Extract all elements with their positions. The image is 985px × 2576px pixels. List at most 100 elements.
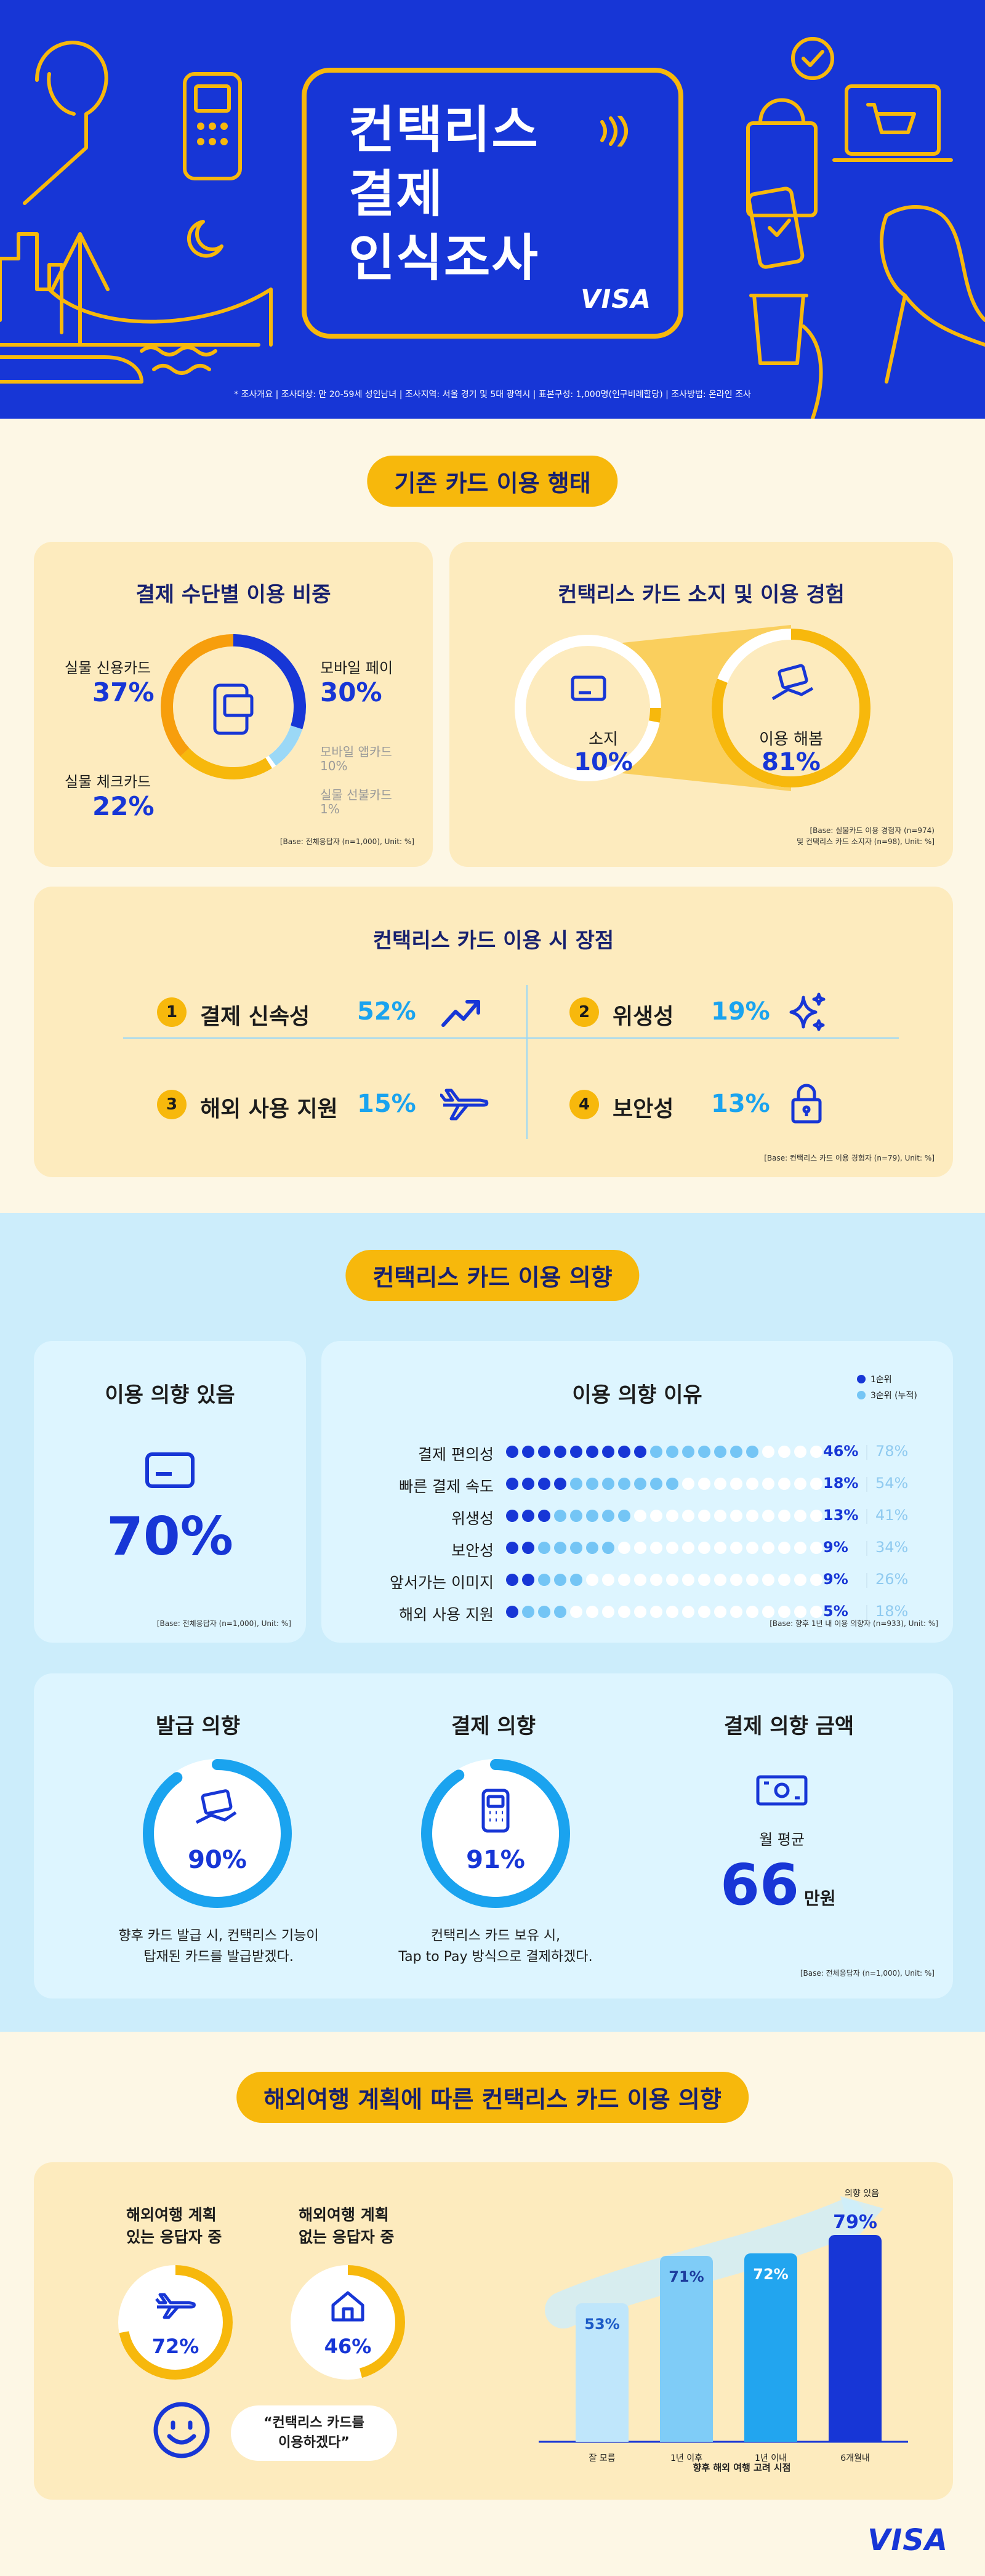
- intent-detail-card: 발급 의향 90% 향후 카드 발급 시, 컨택리스 기능이 탑재된 카드를 발급…: [34, 1673, 953, 1998]
- visa-logo-footer: VISA: [867, 2523, 948, 2558]
- intent-card: 이용 의향 있음 70% [Base: 전체응답자 (n=1,000), Uni…: [34, 1341, 306, 1643]
- reason-dot: [666, 1542, 678, 1554]
- divider-vertical: [526, 985, 528, 1139]
- credit-card-label: 실물 신용카드: [65, 659, 151, 677]
- reason-dot: [762, 1446, 774, 1458]
- reason-dots: [506, 1606, 822, 1618]
- reason-dot: [650, 1574, 662, 1586]
- reason-dot: [554, 1510, 566, 1522]
- reason-dot: [522, 1446, 534, 1458]
- pay-ring-chart: [421, 1759, 570, 1908]
- ownership-base-1: [Base: 실물카드 이용 경험자 (n=974): [810, 826, 935, 835]
- reason-dot: [698, 1478, 710, 1490]
- reason-dot: [538, 1574, 550, 1586]
- reason-dot: [794, 1606, 806, 1618]
- adv-value-3: 15%: [357, 1090, 416, 1118]
- reason-dot: [506, 1478, 518, 1490]
- phone-card-icon: [213, 683, 254, 735]
- reason-dot: [538, 1446, 550, 1458]
- reason-label: 앞서가는 이미지: [390, 1574, 494, 1592]
- use-label: 이용 해봄: [759, 730, 823, 749]
- airplane-icon: [440, 1089, 489, 1121]
- rank-badge-1: 1: [157, 997, 187, 1027]
- reason-dot: [554, 1446, 566, 1458]
- pay-title: 결제 의향: [451, 1714, 536, 1739]
- reason-dot: [778, 1510, 790, 1522]
- reason-dot: [522, 1606, 534, 1618]
- legend-first: 1순위: [857, 1373, 892, 1385]
- reason-dot: [586, 1446, 598, 1458]
- donut-segment-credit-card: [161, 634, 306, 779]
- reason-dot: [778, 1606, 790, 1618]
- reason-first-value: 46%: [823, 1443, 859, 1460]
- hand-card-icon: [195, 1789, 237, 1824]
- reason-dot: [634, 1542, 646, 1554]
- reason-dot: [554, 1606, 566, 1618]
- rank-badge-3: 3: [157, 1090, 187, 1119]
- reason-first-value: 13%: [823, 1507, 859, 1524]
- reason-dot: [682, 1606, 694, 1618]
- legend-cum: 3순위 (누적): [857, 1389, 917, 1401]
- reason-dot: [602, 1542, 614, 1554]
- reason-first-value: 18%: [823, 1475, 859, 1492]
- reason-dot: [746, 1542, 758, 1554]
- plan-yes-arc: [118, 2265, 233, 2380]
- payment-terminal-icon: [481, 1789, 510, 1833]
- reason-dot: [698, 1574, 710, 1586]
- travel-bar-label: 1년 이내: [755, 2453, 787, 2463]
- ownership-card: 컨택리스 카드 소지 및 이용 경험 소지 10% 이용 해봄 81% [Bas…: [449, 542, 953, 867]
- donut-segment-check-card: [161, 634, 306, 779]
- reason-dot: [714, 1542, 726, 1554]
- hand-card-icon: [771, 664, 814, 701]
- reason-dot: [506, 1510, 518, 1522]
- app-card-value: 10%: [320, 759, 348, 773]
- adv-value-4: 13%: [711, 1090, 770, 1118]
- own-label: 소지: [589, 730, 618, 749]
- pay-desc-2: Tap to Pay 방식으로 결제하겠다.: [398, 1949, 593, 1965]
- reason-dot: [714, 1478, 726, 1490]
- reason-dot: [666, 1446, 678, 1458]
- reason-dot: [778, 1542, 790, 1554]
- reason-dot: [522, 1478, 534, 1490]
- issue-title: 발급 의향: [156, 1714, 240, 1739]
- reason-dot: [570, 1542, 582, 1554]
- reason-dot: [714, 1510, 726, 1522]
- travel-bar-value: 53%: [584, 2315, 620, 2333]
- travel-bar-value: 72%: [753, 2266, 789, 2283]
- adv-label-4: 보안성: [613, 1097, 674, 1122]
- own-value: 10%: [574, 748, 633, 776]
- reason-dot: [746, 1510, 758, 1522]
- reason-dot: [586, 1478, 598, 1490]
- hero-illustration: [0, 37, 985, 419]
- reason-dot: [810, 1446, 822, 1458]
- payment-share-card: 결제 수단별 이용 비중 실물 신용카드 37% 모바일 페이 30% 실물 체…: [34, 542, 433, 867]
- issue-desc: 향후 카드 발급 시, 컨택리스 기능이 탑재된 카드를 발급받겠다.: [71, 1926, 366, 1968]
- section-heading-3: 해외여행 계획에 따른 컨택리스 카드 이용 의향: [236, 2072, 749, 2123]
- reason-dot: [666, 1574, 678, 1586]
- reason-dot: [602, 1446, 614, 1458]
- reason-label: 빠른 결제 속도: [399, 1478, 494, 1495]
- reason-dot: [682, 1574, 694, 1586]
- reason-dot: [730, 1574, 742, 1586]
- reason-dot: [506, 1542, 518, 1554]
- reason-label: 보안성: [451, 1542, 494, 1560]
- reason-first-value: 9%: [823, 1539, 848, 1556]
- legend-swatch-first: [857, 1375, 866, 1383]
- reasons-title: 이용 의향 이유: [572, 1383, 702, 1407]
- adv-label-2: 위생성: [613, 1004, 674, 1029]
- reason-cum-value: 34%: [875, 1539, 909, 1556]
- reason-dot: [730, 1606, 742, 1618]
- reason-dot: [794, 1510, 806, 1522]
- advantages-base: [Base: 컨택리스 카드 이용 경험자 (n=79), Unit: %]: [764, 1154, 935, 1162]
- reason-dot: [746, 1574, 758, 1586]
- prepaid-card-label: 실물 선불카드: [320, 787, 392, 802]
- amount-avg-label: 월 평균: [759, 1831, 805, 1848]
- reason-cum-value: 41%: [875, 1507, 909, 1524]
- reason-dot: [650, 1542, 662, 1554]
- reason-dot: [602, 1478, 614, 1490]
- reason-dot: [570, 1574, 582, 1586]
- ownership-funnel-chart: [515, 625, 870, 791]
- sparkle-icon: [789, 992, 826, 1031]
- reason-dot: [602, 1510, 614, 1522]
- legend-cum-label: 3순위 (누적): [870, 1391, 917, 1401]
